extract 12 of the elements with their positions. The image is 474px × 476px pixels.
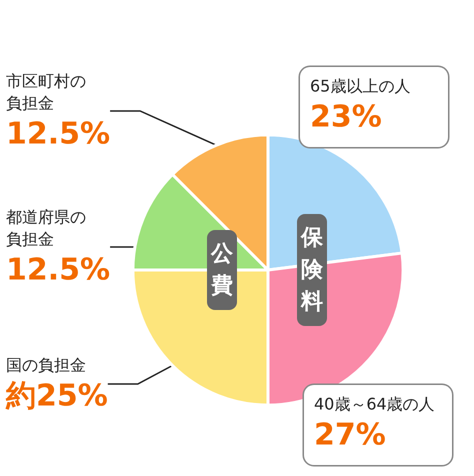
data-label: 約25% [5, 378, 108, 414]
data-label: 12.5% [6, 116, 110, 152]
text: 保険料 [300, 226, 324, 314]
data-label: 27% [314, 418, 386, 452]
text: 公費 [210, 242, 234, 298]
slice-label: 40歳～64歳の人 [314, 394, 435, 414]
data-label: 12.5% [6, 252, 110, 288]
slice-label: 国の負担金 [6, 356, 86, 374]
slice-label: 65歳以上の人 [310, 76, 410, 96]
slice-label: 市区町村の負担金 [6, 72, 86, 112]
slice-label: 都道府県の負担金 [6, 208, 86, 248]
data-label: 23% [310, 100, 382, 134]
